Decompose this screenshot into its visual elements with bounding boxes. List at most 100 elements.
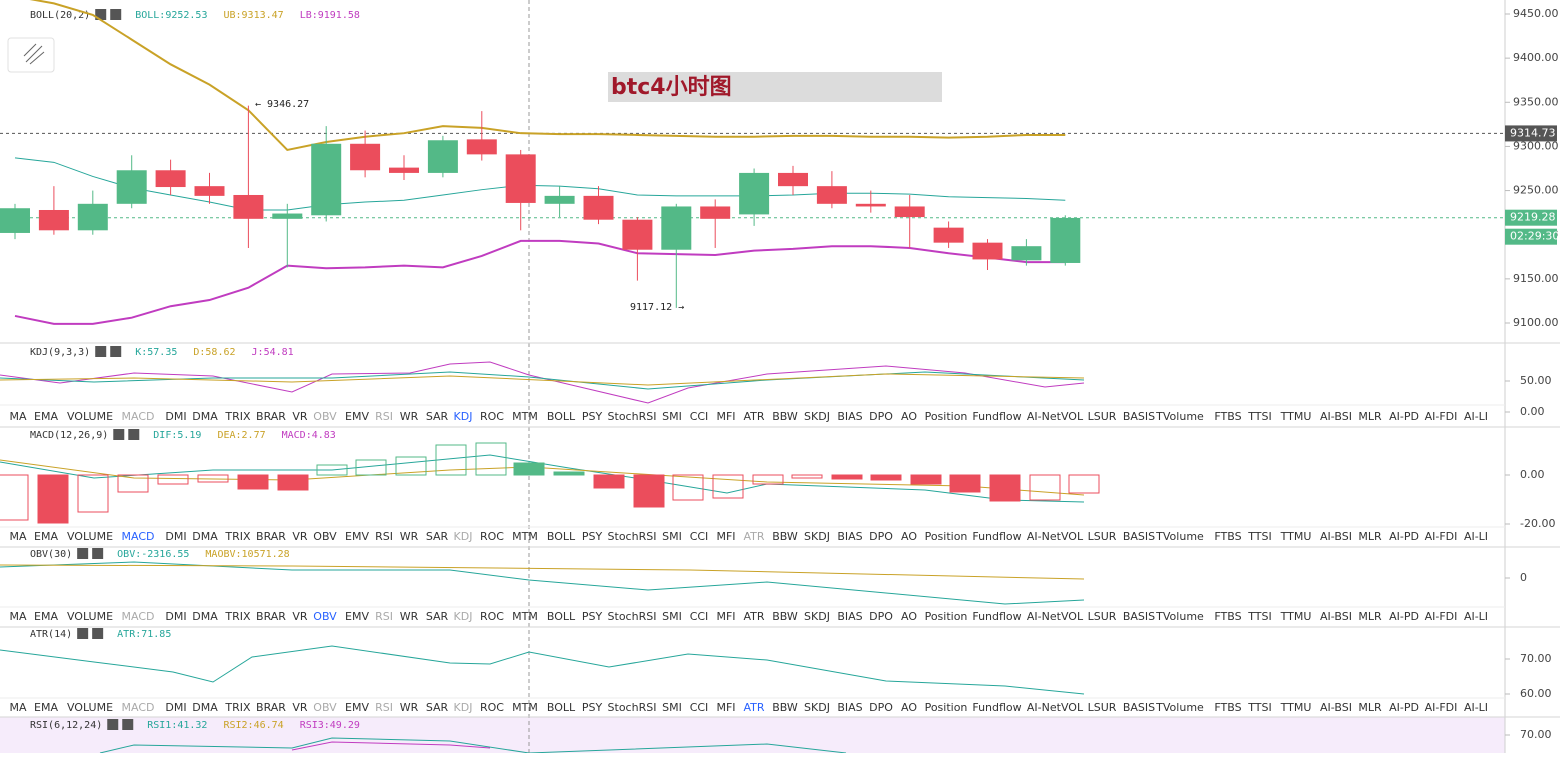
indicator-tab[interactable]: MLR [1358, 701, 1382, 714]
indicator-tab[interactable]: VR [292, 610, 308, 623]
indicator-tab[interactable]: Fundflow [972, 410, 1021, 423]
indicator-tab[interactable]: AI-LI [1464, 530, 1488, 543]
indicator-tab[interactable]: DMI [165, 610, 186, 623]
indicator-tab[interactable]: SMI [662, 410, 682, 423]
indicator-tab[interactable]: BASIS [1123, 530, 1155, 543]
indicator-tab[interactable]: EMA [34, 610, 58, 623]
indicator-tab[interactable]: FTBS [1214, 530, 1241, 543]
indicator-tab[interactable]: LSUR [1088, 530, 1117, 543]
indicator-tab[interactable]: DMA [192, 530, 218, 543]
indicator-tab[interactable]: VR [292, 410, 308, 423]
indicator-tab[interactable]: EMA [34, 410, 58, 423]
indicator-tab[interactable]: BRAR [256, 410, 286, 423]
indicator-tab[interactable]: TTMU [1280, 410, 1312, 423]
indicator-tab[interactable]: DPO [869, 610, 893, 623]
indicator-tab[interactable]: MLR [1358, 610, 1382, 623]
indicator-tab[interactable]: MTM [512, 530, 538, 543]
indicator-tab[interactable]: TRIX [224, 701, 251, 714]
indicator-tab[interactable]: VOLUME [67, 610, 113, 623]
indicator-tab[interactable]: AI-PD [1389, 610, 1419, 623]
indicator-tab[interactable]: DPO [869, 410, 893, 423]
indicator-tab[interactable]: AI-NetVOL [1027, 410, 1084, 423]
indicator-tab[interactable]: TVolume [1155, 701, 1204, 714]
indicator-tab[interactable]: DPO [869, 701, 893, 714]
indicator-tab[interactable]: AO [901, 610, 917, 623]
indicator-tab[interactable]: EMA [34, 701, 58, 714]
indicator-tab[interactable]: MLR [1358, 530, 1382, 543]
indicator-tab[interactable]: TTSI [1247, 410, 1271, 423]
indicator-tab[interactable]: TVolume [1155, 410, 1204, 423]
indicator-tab[interactable]: WR [400, 701, 419, 714]
indicator-tab[interactable]: KDJ [454, 701, 473, 714]
indicator-tab[interactable]: DPO [869, 530, 893, 543]
indicator-tab[interactable]: DMA [192, 610, 218, 623]
indicator-tab[interactable]: ATR [743, 610, 764, 623]
indicator-tab[interactable]: WR [400, 530, 419, 543]
indicator-tab[interactable]: StochRSI [608, 410, 657, 423]
indicator-tab[interactable]: Position [925, 410, 968, 423]
indicator-tab[interactable]: AI-BSI [1320, 610, 1352, 623]
indicator-tab[interactable]: WR [400, 410, 419, 423]
indicator-tab[interactable]: AO [901, 530, 917, 543]
indicator-tab[interactable]: BIAS [837, 610, 862, 623]
indicator-tab[interactable]: SAR [426, 610, 449, 623]
indicator-tab[interactable]: TRIX [224, 610, 251, 623]
indicator-tab[interactable]: AI-BSI [1320, 701, 1352, 714]
indicator-tab[interactable]: EMV [345, 530, 369, 543]
indicator-tab[interactable]: PSY [582, 410, 603, 423]
indicator-tab[interactable]: AI-FDI [1425, 410, 1458, 423]
indicator-tab[interactable]: LSUR [1088, 410, 1117, 423]
indicator-tab[interactable]: TTMU [1280, 530, 1312, 543]
indicator-tab[interactable]: CCI [690, 610, 709, 623]
indicator-tab[interactable]: MFI [716, 610, 735, 623]
indicator-tab[interactable]: MFI [716, 530, 735, 543]
indicator-tab[interactable]: FTBS [1214, 410, 1241, 423]
indicator-tab[interactable]: KDJ [454, 610, 473, 623]
indicator-tab[interactable]: BIAS [837, 530, 862, 543]
indicator-tab[interactable]: LSUR [1088, 701, 1117, 714]
indicator-tab[interactable]: CCI [690, 530, 709, 543]
indicator-tab[interactable]: RSI [375, 610, 393, 623]
indicator-tab[interactable]: MTM [512, 701, 538, 714]
indicator-tab[interactable]: VOLUME [67, 530, 113, 543]
indicator-tab[interactable]: EMV [345, 701, 369, 714]
indicator-tab[interactable]: StochRSI [608, 530, 657, 543]
indicator-tab[interactable]: TTMU [1280, 610, 1312, 623]
indicator-tab[interactable]: MFI [716, 410, 735, 423]
indicator-tab[interactable]: BRAR [256, 701, 286, 714]
indicator-tab[interactable]: FTBS [1214, 701, 1241, 714]
indicator-tab[interactable]: LSUR [1088, 610, 1117, 623]
indicator-tab[interactable]: AI-BSI [1320, 530, 1352, 543]
indicator-tab[interactable]: TRIX [224, 410, 251, 423]
indicator-tab[interactable]: DMI [165, 410, 186, 423]
indicator-tab[interactable]: PSY [582, 701, 603, 714]
indicator-tab[interactable]: PSY [582, 530, 603, 543]
indicator-tab[interactable]: AI-FDI [1425, 610, 1458, 623]
indicator-tab[interactable]: ROC [480, 701, 504, 714]
indicator-tab[interactable]: WR [400, 610, 419, 623]
indicator-tab[interactable]: BBW [772, 410, 798, 423]
indicator-tab[interactable]: SKDJ [804, 410, 830, 423]
indicator-tab[interactable]: BIAS [837, 701, 862, 714]
indicator-tab[interactable]: BRAR [256, 610, 286, 623]
indicator-tab[interactable]: MACD [122, 410, 155, 423]
indicator-tab[interactable]: AI-BSI [1320, 410, 1352, 423]
indicator-tab[interactable]: OBV [313, 410, 337, 423]
indicator-tab[interactable]: RSI [375, 530, 393, 543]
indicator-tab[interactable]: BASIS [1123, 701, 1155, 714]
indicator-tab[interactable]: MA [9, 410, 26, 423]
indicator-tab[interactable]: ATR [743, 530, 764, 543]
indicator-tab[interactable]: RSI [375, 410, 393, 423]
indicator-tab[interactable]: SKDJ [804, 610, 830, 623]
indicator-tab[interactable]: VOLUME [67, 701, 113, 714]
indicator-tab[interactable]: Position [925, 610, 968, 623]
indicator-tab[interactable]: ROC [480, 530, 504, 543]
indicator-tab[interactable]: MA [9, 701, 26, 714]
indicator-tab[interactable]: SAR [426, 701, 449, 714]
indicator-tab[interactable]: AO [901, 410, 917, 423]
indicator-tab[interactable]: TTSI [1247, 610, 1271, 623]
indicator-tab[interactable]: MTM [512, 410, 538, 423]
indicator-tab[interactable]: Fundflow [972, 701, 1021, 714]
indicator-tab[interactable]: BASIS [1123, 410, 1155, 423]
indicator-tab[interactable]: AI-NetVOL [1027, 701, 1084, 714]
